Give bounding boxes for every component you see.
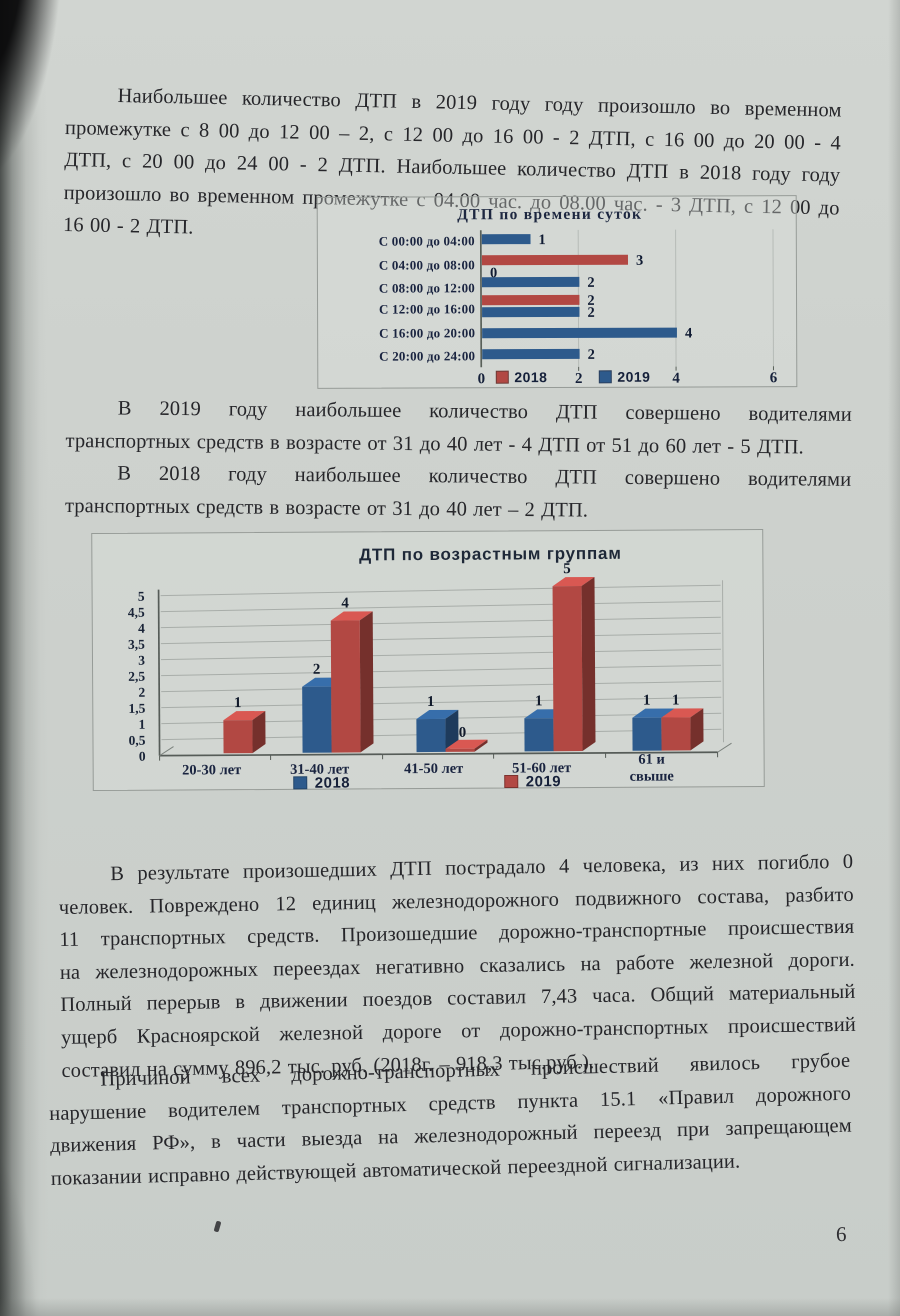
svg-text:2: 2 — [138, 685, 145, 700]
svg-text:41-50 лет: 41-50 лет — [404, 761, 463, 777]
svg-text:20-30 лет: 20-30 лет — [182, 762, 241, 778]
svg-text:1: 1 — [538, 232, 545, 248]
svg-text:С 16:00 до 20:00: С 16:00 до 20:00 — [379, 325, 475, 340]
svg-text:1: 1 — [427, 694, 435, 710]
svg-text:61 и: 61 и — [638, 752, 665, 768]
paragraph-2018-age: В 2018 году наибольшее количество ДТП со… — [64, 462, 852, 522]
svg-text:2: 2 — [587, 305, 594, 321]
scan-shadow-left — [0, 0, 48, 1316]
svg-text:2019: 2019 — [526, 773, 561, 790]
svg-text:4,5: 4,5 — [128, 605, 145, 620]
paragraph-cause: Причиной всех дорожно-транспортных проис… — [48, 1049, 853, 1190]
svg-text:5: 5 — [563, 561, 571, 577]
paragraphs-accidents-by-age: В 2019 году наибольшее количество ДТП со… — [65, 392, 852, 529]
svg-text:0,5: 0,5 — [129, 733, 146, 748]
svg-text:2: 2 — [313, 662, 321, 678]
svg-text:1: 1 — [643, 693, 651, 709]
page-number: 6 — [835, 1221, 847, 1247]
svg-text:3: 3 — [138, 653, 145, 668]
svg-text:свыше: свыше — [630, 768, 675, 784]
svg-text:4: 4 — [138, 621, 145, 636]
svg-text:2: 2 — [587, 293, 594, 309]
svg-text:2: 2 — [575, 371, 583, 387]
svg-text:1: 1 — [535, 693, 543, 709]
svg-text:3,5: 3,5 — [128, 637, 145, 652]
svg-text:С 12:00 до 16:00: С 12:00 до 16:00 — [379, 301, 475, 316]
age-groups-chart-svg: ДТП по возрастным группам54,543,532,521,… — [128, 544, 732, 792]
scan-shadow-right — [888, 0, 900, 1316]
svg-text:1: 1 — [234, 695, 242, 711]
svg-text:4: 4 — [341, 595, 349, 611]
svg-text:С 08:00 до 12:00: С 08:00 до 12:00 — [379, 280, 475, 295]
svg-text:4: 4 — [685, 326, 692, 342]
svg-text:С 04:00 до 08:00: С 04:00 до 08:00 — [379, 257, 475, 272]
age-groups-chart: ДТП по возрастным группам 5 4,5 4 3,5 3 2,5 2 1,… — [91, 528, 765, 792]
svg-text:1,5: 1,5 — [128, 701, 145, 716]
svg-text:С 00:00 до 04:00: С 00:00 до 04:00 — [379, 233, 475, 248]
svg-text:2019: 2019 — [617, 369, 650, 385]
scan-shadow-bottom — [0, 1298, 900, 1316]
paragraph-2019-age: В 2019 году наибольшее количество ДТП со… — [65, 397, 852, 459]
svg-text:ДТП по времени суток: ДТП по времени суток — [457, 206, 642, 224]
svg-text:2018: 2018 — [315, 774, 350, 791]
svg-text:6: 6 — [770, 370, 778, 386]
svg-text:1: 1 — [139, 717, 146, 732]
time-of-day-chart: ДТП по времени суток С 00:00 до 04:00 1 С 0… — [316, 195, 798, 389]
svg-text:51-60 лет: 51-60 лет — [512, 760, 571, 776]
svg-text:3: 3 — [636, 253, 643, 269]
svg-text:2: 2 — [588, 347, 595, 363]
svg-text:5: 5 — [138, 589, 145, 604]
svg-text:0: 0 — [478, 371, 486, 387]
svg-text:0: 0 — [490, 265, 497, 281]
svg-text:31-40 лет: 31-40 лет — [290, 761, 349, 777]
svg-text:2,5: 2,5 — [128, 669, 145, 684]
svg-text:1: 1 — [672, 692, 680, 708]
svg-text:С 20:00 до 24:00: С 20:00 до 24:00 — [379, 348, 475, 363]
svg-text:4: 4 — [672, 371, 680, 387]
svg-text:0: 0 — [459, 725, 467, 741]
time-of-day-chart-svg: ДТП по времени суток С 00:00 до 04:00 1 С 0… — [379, 206, 778, 388]
svg-text:2018: 2018 — [514, 369, 547, 385]
svg-text:0: 0 — [139, 749, 146, 764]
ink-speck — [213, 1220, 222, 1233]
svg-text:2: 2 — [587, 275, 594, 291]
svg-text:ДТП по возрастным группам: ДТП по возрастным группам — [359, 544, 622, 565]
